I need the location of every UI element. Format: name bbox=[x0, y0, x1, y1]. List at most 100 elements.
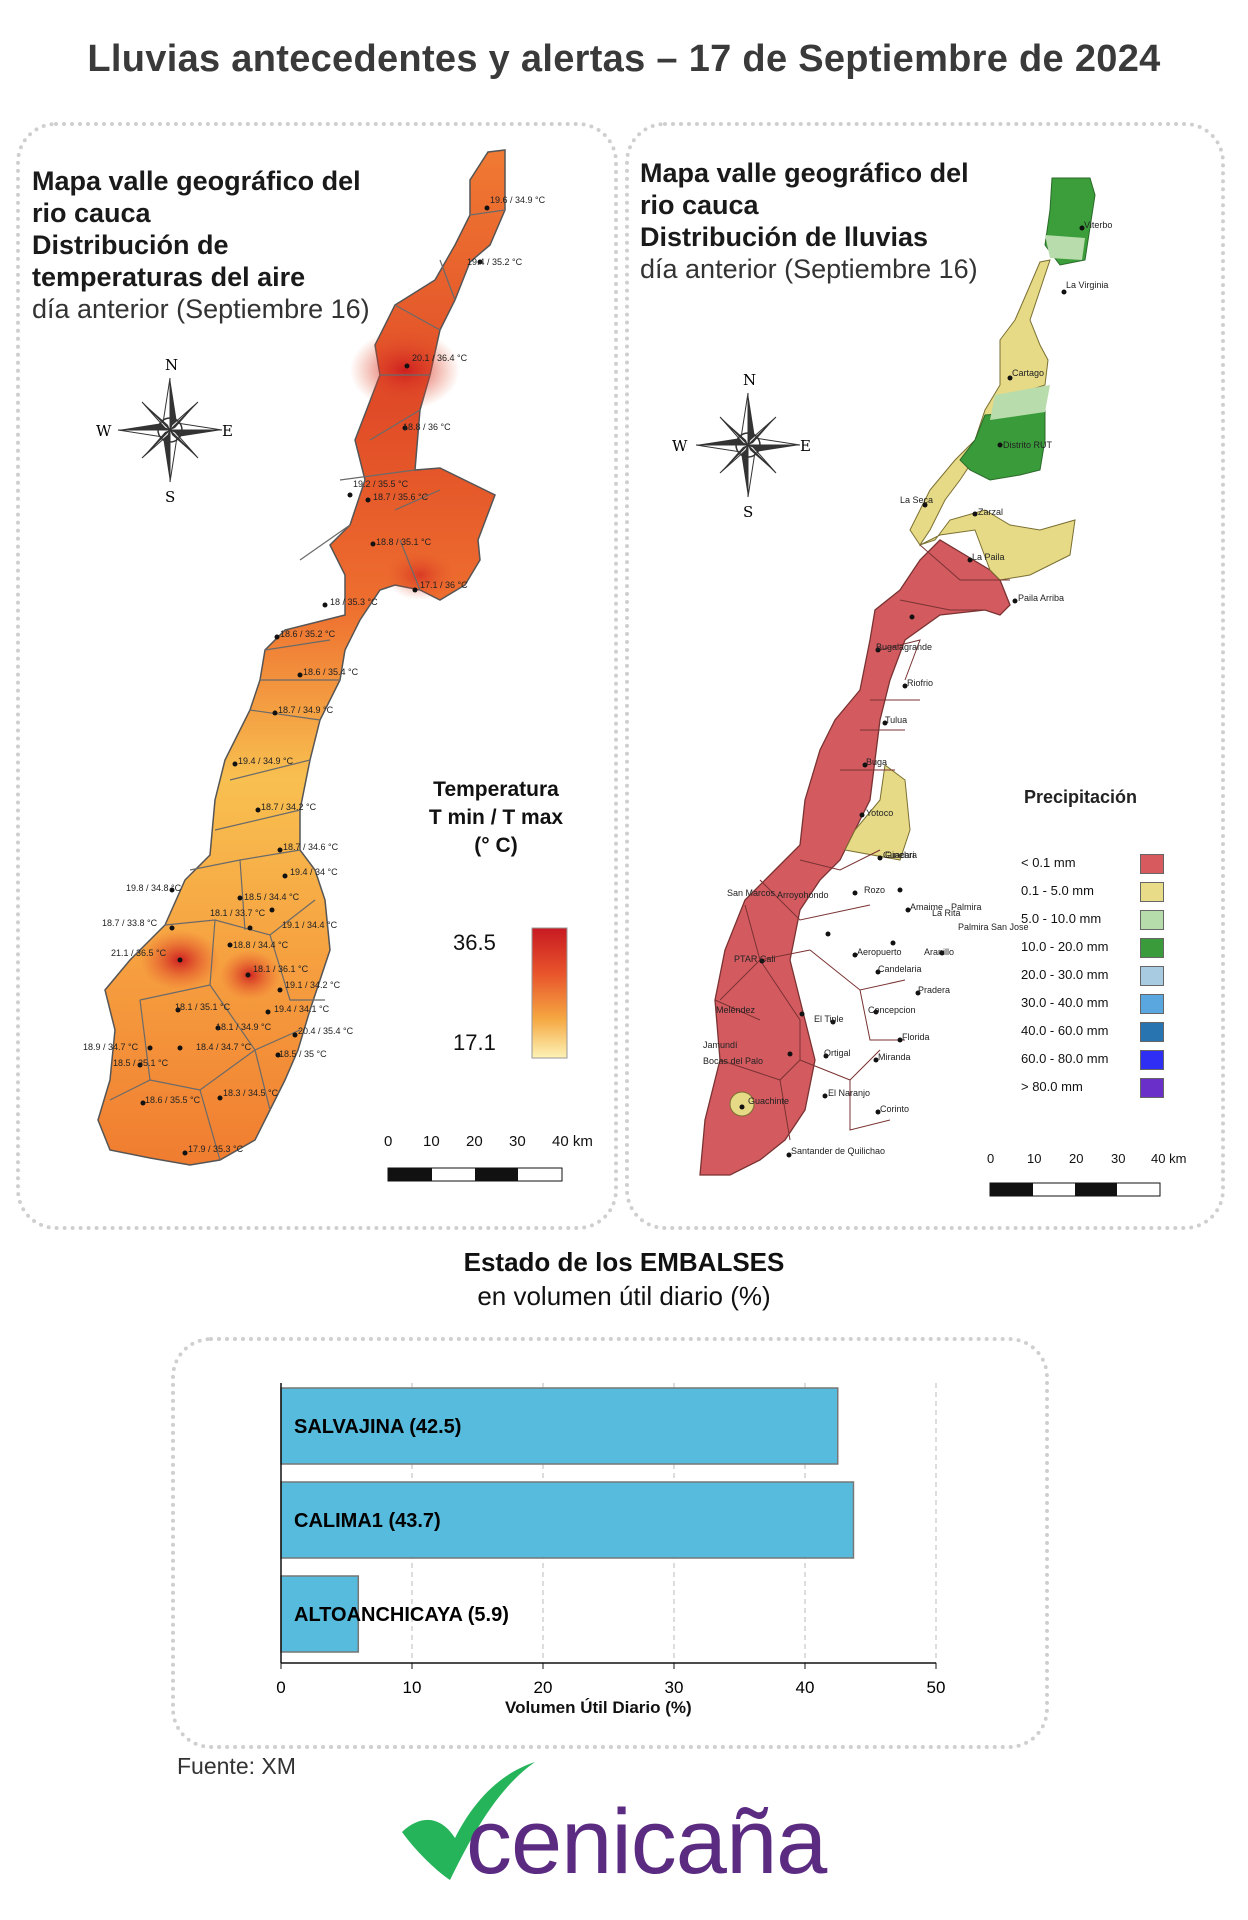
precip-place-label: Tulua bbox=[885, 715, 907, 725]
precip-place-label: Miranda bbox=[878, 1052, 911, 1062]
temperature-station-label: 20.4 / 35.4 °C bbox=[298, 1026, 354, 1036]
temperature-stations bbox=[137, 205, 490, 1156]
precipitation-legend-label: 40.0 - 60.0 mm bbox=[1021, 1023, 1109, 1038]
precipitation-legend-swatch bbox=[1140, 938, 1164, 958]
precip-place-label: Candelaria bbox=[878, 964, 922, 974]
precip-region-lightgreen-mid bbox=[990, 385, 1050, 420]
precip-place-label: Aranillo bbox=[924, 947, 954, 957]
precip-place-label: Corinto bbox=[880, 1104, 909, 1114]
temperature-station-label: 19.6 / 34.9 °C bbox=[490, 195, 546, 205]
precip-place-label: Rozo bbox=[864, 885, 885, 895]
precip-place-label: Ginebra bbox=[885, 850, 917, 860]
temperature-station-label: 19.2 / 35.5 °C bbox=[353, 479, 409, 489]
precip-place-label: PTAR Cali bbox=[734, 954, 775, 964]
x-tick-label: 20 bbox=[534, 1678, 553, 1697]
temperature-station-label: 20.1 / 36.4 °C bbox=[412, 353, 468, 363]
precip-place-labels: Viterbo La Virginia Cartago Distrito RUT La … bbox=[703, 220, 1112, 1156]
temperature-station-label: 18.7 / 34.9 °C bbox=[278, 705, 334, 715]
precip-region-lightgreen bbox=[1045, 235, 1085, 260]
precip-place-label: Distrito RUT bbox=[1003, 440, 1053, 450]
temperature-station-label: 18.8 / 35.1 °C bbox=[376, 537, 432, 547]
precipitation-legend-swatch bbox=[1140, 1078, 1164, 1098]
precip-place-label: Arroyohondo bbox=[777, 890, 829, 900]
temperature-station-label: 19.4 / 35.2 °C bbox=[467, 257, 523, 267]
temperature-station-label: 18.7 / 34.6 °C bbox=[283, 842, 339, 852]
precip-place-label: Jamundí bbox=[703, 1040, 738, 1050]
x-tick-label: 30 bbox=[665, 1678, 684, 1697]
compass-e: E bbox=[222, 422, 233, 440]
temperature-station-label: 18.5 / 34.4 °C bbox=[244, 892, 300, 902]
precip-region-yellow-south bbox=[729, 1091, 755, 1117]
precipitation-legend-swatch bbox=[1140, 994, 1164, 1014]
temperature-station-label: 18 / 35.3 °C bbox=[330, 597, 378, 607]
temperature-station-label: 18.6 / 35.2 °C bbox=[280, 629, 336, 639]
temperature-legend-min: 17.1 bbox=[453, 1030, 496, 1055]
precip-place-label: Guacari bbox=[883, 850, 915, 860]
precip-place-label: La Rita bbox=[932, 908, 961, 918]
precip-place-label: Viterbo bbox=[1084, 220, 1112, 230]
cenicana-logo-text: cenicaña bbox=[466, 1791, 827, 1893]
precipitation-legend-label: 20.0 - 30.0 mm bbox=[1021, 967, 1109, 982]
source-note: Fuente: XM bbox=[177, 1753, 296, 1779]
precip-place-label: Concepcion bbox=[868, 1005, 916, 1015]
temperature-legend-title: Temperatura T min / T max (° C) bbox=[428, 778, 564, 857]
svg-text:E: E bbox=[800, 437, 811, 455]
reservoirs-title: Estado de los EMBALSES bbox=[463, 1247, 785, 1277]
compass-s: S bbox=[165, 488, 175, 506]
temperature-legend-max: 36.5 bbox=[453, 930, 496, 955]
precip-place-label: San Marcos bbox=[727, 888, 776, 898]
precipitation-legend-label: 10.0 - 20.0 mm bbox=[1021, 939, 1109, 954]
voronoi-boundaries bbox=[109, 209, 506, 1161]
temperature-station-label: 18.9 / 34.7 °C bbox=[83, 1042, 139, 1052]
precip-place-label: El Naranjo bbox=[828, 1088, 870, 1098]
bar bbox=[280, 1481, 855, 1559]
x-tick-label: 50 bbox=[927, 1678, 946, 1697]
precipitation-map-panel bbox=[625, 122, 1225, 1230]
bar bbox=[280, 1575, 360, 1653]
precip-place-label: Palmira San Jose bbox=[958, 922, 1029, 932]
temperature-station-label: 18.8 / 34.4 °C bbox=[233, 940, 289, 950]
temperature-station-label: 19.4 / 34.9 °C bbox=[238, 756, 294, 766]
precipitation-legend-label: 5.0 - 10.0 mm bbox=[1021, 911, 1102, 926]
reservoirs-chart-panel bbox=[171, 1337, 1049, 1749]
bar-label: CALIMA1 (43.7) bbox=[294, 1510, 441, 1532]
scale-label: 10 bbox=[1027, 1151, 1042, 1166]
temperature-station-label: 18.3 / 34.5 °C bbox=[223, 1088, 279, 1098]
precipitation-legend-swatch bbox=[1140, 854, 1164, 874]
temperature-station-label: 19.8 / 34.8 °C bbox=[126, 883, 182, 893]
precipitation-legend-swatch bbox=[1140, 1050, 1164, 1070]
bar-label: ALTOANCHICAYA (5.9) bbox=[294, 1604, 509, 1626]
temperature-station-label: 18.7 / 35.6 °C bbox=[373, 492, 429, 502]
svg-text:W: W bbox=[672, 437, 688, 455]
temperature-station-label: 18.8 / 36 °C bbox=[403, 422, 451, 432]
precipitation-legend-swatch bbox=[1140, 910, 1164, 930]
scale-label: 40 km bbox=[1151, 1151, 1187, 1166]
scale-bar-right bbox=[989, 1182, 1161, 1197]
precip-place-label: Riofrio bbox=[907, 678, 933, 688]
precipitation-legend-label: 30.0 - 40.0 mm bbox=[1021, 995, 1109, 1010]
reservoirs-subtitle: en volumen útil diario (%) bbox=[477, 1281, 771, 1311]
temperature-map-subtitle: día anterior (Septiembre 16) bbox=[32, 294, 370, 324]
scale-label: 20 bbox=[1069, 1151, 1084, 1166]
precip-place-label: Pradera bbox=[918, 985, 950, 995]
temperature-color-bar bbox=[531, 927, 568, 1059]
precip-place-label: Ortigal bbox=[824, 1048, 851, 1058]
precipitation-map-subtitle: día anterior (Septiembre 16) bbox=[640, 254, 978, 284]
precip-place-label: La Seca bbox=[900, 495, 933, 505]
temperature-station-label: 17.1 / 36 °C bbox=[420, 580, 468, 590]
compass-rose-icon bbox=[117, 377, 223, 483]
precip-place-label: El Tiple bbox=[814, 1014, 844, 1024]
precip-place-label: La Paila bbox=[972, 552, 1005, 562]
bar bbox=[280, 1387, 839, 1465]
precip-place-label: Palmira bbox=[951, 902, 982, 912]
precip-place-label: Meléndez bbox=[716, 1005, 756, 1015]
precip-region-red bbox=[699, 539, 1011, 1176]
temperature-station-label: 18.1 / 36.1 °C bbox=[253, 964, 309, 974]
precipitation-legend-swatch bbox=[1140, 882, 1164, 902]
temperature-station-label: 18.1 / 33.7 °C bbox=[210, 908, 266, 918]
scale-label: 40 km bbox=[552, 1133, 593, 1150]
temperature-station-label: 18.7 / 34.2 °C bbox=[261, 802, 317, 812]
precipitation-legend-label: 60.0 - 80.0 mm bbox=[1021, 1051, 1109, 1066]
temperature-station-label: 18.7 / 33.8 °C bbox=[102, 918, 158, 928]
